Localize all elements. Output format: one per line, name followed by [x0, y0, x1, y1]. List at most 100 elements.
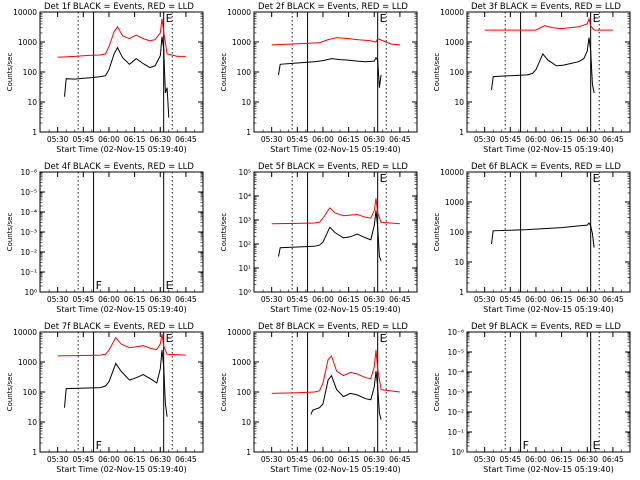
- panel-6-ytick-label: 1: [459, 288, 464, 297]
- panel-6-xtick-label: 06:00: [525, 295, 547, 304]
- panel-8-xtick-label: 06:45: [389, 455, 411, 464]
- panel-3-ylabel: Counts/sec: [433, 53, 441, 92]
- panel-4-ytick-label: 10⁻¹: [20, 268, 37, 277]
- panel-5-ytick-label: 10⁰: [238, 288, 251, 297]
- panel-8-xtick-label: 05:30: [261, 455, 283, 464]
- panel-2-series-lld: [271, 37, 400, 46]
- panel-7-title: Det 7f BLACK = Events, RED = LLD: [44, 322, 194, 332]
- panel-6-xlabel: Start Time (02-Nov-15 05:19:40): [483, 305, 613, 314]
- panel-1-ytick-label: 10: [27, 98, 37, 107]
- panel-2-ytick-label: 10000: [227, 8, 251, 17]
- panel-3-xlabel: Start Time (02-Nov-15 05:19:40): [483, 145, 613, 154]
- panel-1-title: Det 1f BLACK = Events, RED = LLD: [44, 2, 194, 12]
- panel-1-ytick-label: 10000: [13, 8, 37, 17]
- panel-2-xtick-label: 06:30: [363, 135, 385, 144]
- panel-7-xtick-label: 06:45: [175, 455, 197, 464]
- panel-9-marker-label: E: [593, 439, 600, 452]
- panel-8-title: Det 8f BLACK = Events, RED = LLD: [258, 322, 408, 332]
- panel-4-ytick-label: 10⁻²: [20, 248, 37, 257]
- panel-4-xtick-label: 05:45: [73, 295, 95, 304]
- panel-4-ytick-label: 10⁰: [24, 288, 37, 297]
- panel-7-ytick-label: 100: [23, 388, 38, 397]
- panel-7-marker-label: F: [96, 439, 102, 452]
- panel-1-ytick-label: 1000: [18, 38, 37, 47]
- panel-7-xtick-label: 05:30: [47, 455, 69, 464]
- panel-7-xtick-label: 06:30: [149, 455, 171, 464]
- panel-6-xtick-label: 06:45: [602, 295, 624, 304]
- panel-5-xtick-label: 06:30: [363, 295, 385, 304]
- panel-9-ytick-label: 10⁻²: [447, 408, 464, 417]
- panel-7-ytick-label: 10: [27, 418, 37, 427]
- panel-9-marker-label: F: [523, 439, 529, 452]
- panel-1-ylabel: Counts/sec: [6, 53, 14, 92]
- panel-8-ytick-label: 10000: [227, 328, 251, 337]
- panel-1-xtick-label: 06:15: [124, 135, 146, 144]
- panel-9-ylabel: Counts/sec: [433, 373, 441, 412]
- panel-5-title: Det 5f BLACK = Events, RED = LLD: [258, 162, 408, 172]
- panel-2-title: Det 2f BLACK = Events, RED = LLD: [258, 2, 408, 12]
- panel-2-xtick-label: 06:45: [389, 135, 411, 144]
- panel-9-xtick-label: 05:45: [500, 455, 522, 464]
- panel-1-ytick-label: 1: [32, 128, 37, 137]
- panel-7-xtick-label: 06:00: [98, 455, 120, 464]
- panel-3-xtick-label: 05:30: [474, 135, 496, 144]
- panel-6-ytick-label: 10: [454, 258, 464, 267]
- panel-7-xlabel: Start Time (02-Nov-15 05:19:40): [56, 465, 186, 474]
- panel-5-xtick-label: 06:00: [312, 295, 334, 304]
- panel-9-xlabel: Start Time (02-Nov-15 05:19:40): [483, 465, 613, 474]
- panel-4-xtick-label: 06:45: [175, 295, 197, 304]
- panel-2-ylabel: Counts/sec: [220, 53, 228, 92]
- panel-1-xtick-label: 06:45: [175, 135, 197, 144]
- panel-7-ytick-label: 1: [32, 448, 37, 457]
- panel-2-ytick-label: 100: [237, 68, 252, 77]
- panel-4-xtick-label: 06:30: [149, 295, 171, 304]
- panel-8-xtick-label: 05:45: [287, 455, 309, 464]
- panel-3-xtick-label: 06:30: [576, 135, 598, 144]
- panel-3-xtick-label: 05:45: [500, 135, 522, 144]
- panel-2-ytick-label: 1000: [232, 38, 251, 47]
- panel-1-ytick-label: 100: [23, 68, 38, 77]
- panel-6-title: Det 6f BLACK = Events, RED = LLD: [471, 162, 621, 172]
- panel-6-xtick-label: 05:30: [474, 295, 496, 304]
- panel-2-xtick-label: 05:45: [287, 135, 309, 144]
- panel-9-xtick-label: 06:00: [525, 455, 547, 464]
- panel-5-xlabel: Start Time (02-Nov-15 05:19:40): [270, 305, 400, 314]
- panel-4-marker-label: F: [96, 279, 102, 292]
- panel-1-series-lld: [57, 18, 186, 58]
- panel-4-xtick-label: 05:30: [47, 295, 69, 304]
- panel-9-xtick-label: 06:30: [576, 455, 598, 464]
- panel-3-ytick-label: 1000: [445, 38, 464, 47]
- panel-9-ytick-label: 10⁻¹: [447, 428, 464, 437]
- panel-4-ytick-label: 10⁻⁶: [20, 168, 37, 177]
- panel-4-ytick-label: 10⁻⁴: [20, 208, 37, 217]
- panel-5-marker-label: E: [380, 172, 387, 185]
- panel-6-xtick-label: 06:30: [576, 295, 598, 304]
- panel-9-ytick-label: 10⁻³: [447, 388, 464, 397]
- panel-8-frame: [253, 331, 418, 453]
- panel-7-series-events: [64, 350, 168, 417]
- panel-9-ytick-label: 10⁻⁵: [447, 348, 464, 357]
- panel-5-ytick-label: 10³: [238, 216, 251, 225]
- panel-8-ytick-label: 100: [237, 388, 252, 397]
- panel-2-frame: [253, 11, 418, 133]
- panel-9-ytick-label: 10⁻⁴: [447, 368, 464, 377]
- panel-1-xtick-label: 06:00: [98, 135, 120, 144]
- panel-6-xtick-label: 06:15: [551, 295, 573, 304]
- panel-6-xtick-label: 05:45: [500, 295, 522, 304]
- panel-3-xtick-label: 06:45: [602, 135, 624, 144]
- panel-8-ytick-label: 1: [246, 448, 251, 457]
- panel-5-xtick-label: 06:15: [338, 295, 360, 304]
- panel-7-ytick-label: 10000: [13, 328, 37, 337]
- panel-4-marker-label: E: [166, 279, 173, 292]
- panel-4-xlabel: Start Time (02-Nov-15 05:19:40): [56, 305, 186, 314]
- panel-1-frame: [39, 11, 204, 133]
- panel-4-xtick-label: 06:15: [124, 295, 146, 304]
- panel-9-title: Det 9f BLACK = Events, RED = LLD: [471, 322, 621, 332]
- panel-7-xtick-label: 06:15: [124, 455, 146, 464]
- panel-5-series-events: [278, 210, 382, 261]
- panel-8-xtick-label: 06:15: [338, 455, 360, 464]
- panel-6-ylabel: Counts/sec: [433, 213, 441, 252]
- panel-3-series-lld: [484, 16, 613, 31]
- panel-3-ytick-label: 100: [450, 68, 465, 77]
